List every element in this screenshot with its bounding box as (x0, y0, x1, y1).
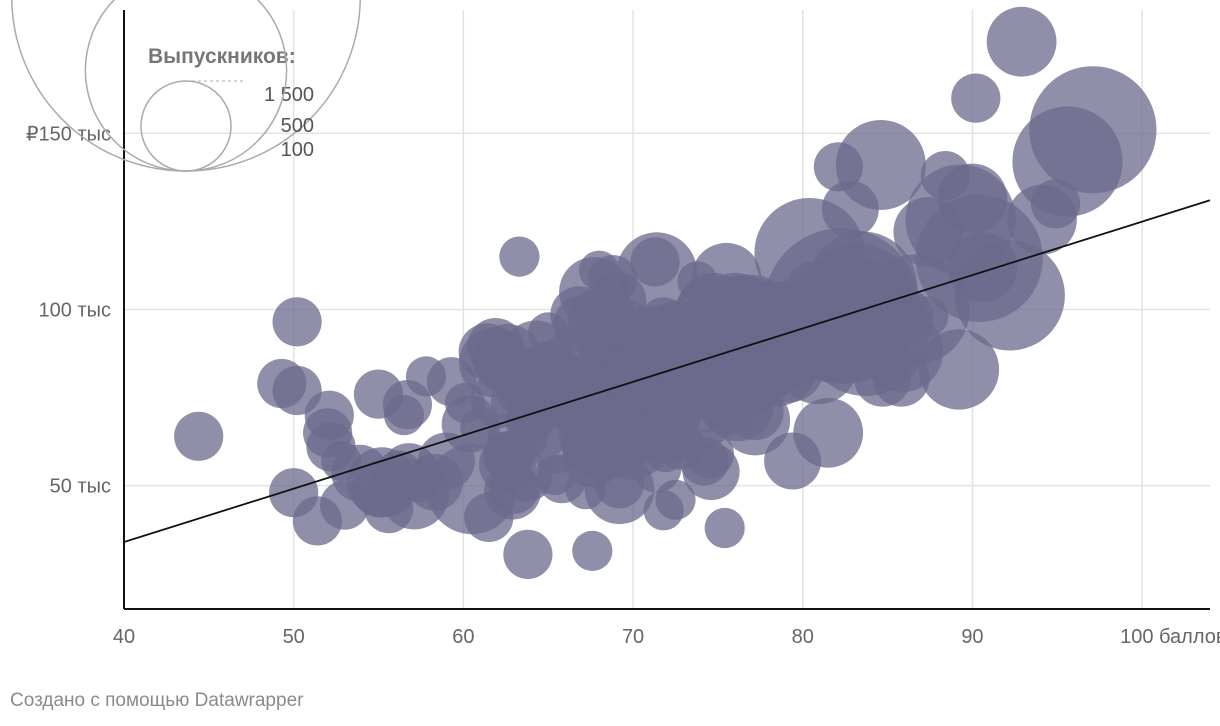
data-point (918, 329, 1000, 410)
data-points (174, 6, 1157, 580)
trend-line (123, 199, 1211, 543)
legend-title: Выпускников: (148, 45, 296, 68)
data-point (1029, 66, 1157, 194)
data-point (616, 232, 697, 313)
credit-text: Создано с помощью Datawrapper (10, 690, 304, 711)
data-point (572, 530, 613, 572)
legend-label: 100 (281, 139, 314, 161)
data-point (951, 73, 1001, 123)
data-point (986, 6, 1057, 77)
data-point (174, 411, 224, 461)
x-tick-label: 80 (792, 626, 814, 648)
data-point (503, 529, 553, 580)
legend-circle (84, 0, 288, 172)
y-tick-label: ₽150 тыс (26, 123, 111, 145)
data-point (704, 507, 745, 549)
x-tick-label: 100 баллов (1120, 626, 1220, 648)
tick-labels: 40 50 60 70 80 90 100 баллов 50 тыс 100 тыс ₽150 … (26, 123, 1220, 648)
trend-line-group (123, 199, 1211, 543)
x-tick-label: 50 (283, 626, 305, 648)
legend-circle (140, 80, 232, 172)
legend-label: 1 500 (264, 84, 314, 106)
x-tick-label: 60 (452, 626, 474, 648)
y-tick-label: 100 тыс (39, 300, 111, 322)
data-point (655, 479, 696, 520)
data-point (835, 120, 926, 210)
axes (123, 10, 1210, 610)
legend-label: 500 (281, 115, 314, 137)
data-point (793, 397, 864, 468)
data-point (682, 443, 740, 501)
x-tick-label: 70 (622, 626, 644, 648)
y-tick-label: 50 тыс (50, 476, 111, 498)
data-point (499, 236, 540, 277)
data-point (272, 297, 322, 347)
x-tick-label: 40 (113, 626, 135, 648)
data-point (954, 240, 1065, 351)
x-tick-label: 90 (961, 626, 983, 648)
